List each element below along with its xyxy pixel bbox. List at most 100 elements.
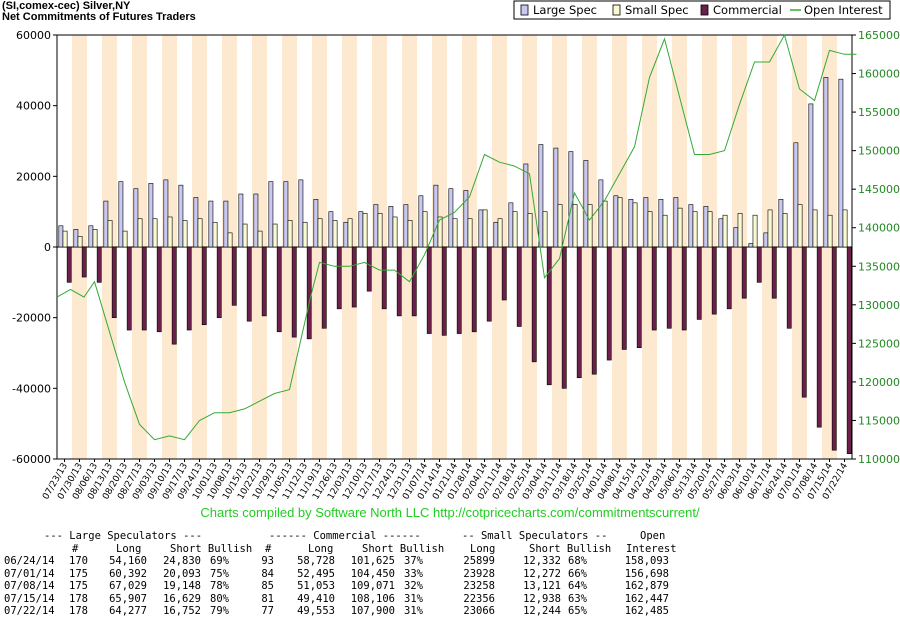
- cell-ls-long: 64,277: [109, 605, 147, 617]
- commercial-bar: [561, 246, 567, 389]
- small-spec-bar: [782, 213, 788, 248]
- large-spec-bar: [598, 179, 604, 248]
- large-spec-bar: [163, 179, 169, 248]
- small-spec-bar: [362, 213, 368, 248]
- large-spec-bar: [58, 225, 64, 248]
- cell-ls-short: 16,752: [163, 605, 201, 617]
- commercial-bar: [231, 246, 237, 306]
- small-spec-bar: [497, 218, 503, 248]
- commercial-bar: [336, 246, 342, 310]
- large-spec-bar: [208, 200, 214, 248]
- small-spec-bar: [707, 211, 713, 248]
- cell-ls-bull: 80%: [210, 592, 229, 605]
- small-spec-bar: [122, 230, 128, 248]
- right-tick-label: 130000: [858, 299, 900, 312]
- large-spec-bar: [328, 211, 334, 248]
- small-spec-bar: [482, 209, 488, 248]
- cell-date: 07/15/14: [4, 592, 55, 605]
- small-spec-bar: [347, 218, 353, 248]
- commercial-bar: [696, 246, 702, 320]
- cell-ls-bull: 75%: [210, 567, 229, 580]
- cell-ls-short: 16,629: [163, 592, 201, 605]
- small-spec-bar: [242, 223, 248, 248]
- small-spec-bar: [542, 211, 548, 248]
- small-spec-bar: [437, 216, 443, 248]
- cell-ss-long: 22356: [463, 592, 495, 605]
- large-spec-bar: [118, 181, 124, 248]
- cell-ss-bull: 64%: [568, 580, 587, 592]
- header-commercial: ------ Commercial ------: [269, 530, 421, 542]
- cell-c-bull: 33%: [404, 567, 423, 580]
- left-tick-label: -60000: [12, 453, 51, 466]
- small-spec-bar: [227, 232, 233, 248]
- large-spec-bar: [793, 142, 799, 248]
- header-open: Open: [640, 530, 666, 542]
- right-tick-label: 145000: [858, 183, 900, 196]
- small-spec-bar: [152, 218, 158, 248]
- left-tick-label: 40000: [16, 100, 51, 113]
- commercial-bar: [651, 246, 657, 331]
- commercial-bar: [486, 246, 492, 322]
- commercial-bar: [546, 246, 552, 386]
- commercial-bar: [531, 246, 537, 363]
- commercial-bar: [801, 246, 807, 398]
- commercial-bar: [426, 246, 432, 334]
- small-spec-bar: [632, 202, 638, 248]
- cell-ss-long: 23066: [463, 605, 495, 617]
- cell-c-n: 77: [261, 605, 274, 617]
- small-spec-bar: [197, 218, 203, 248]
- commercial-bar: [786, 246, 792, 329]
- right-tick-label: 135000: [858, 260, 900, 273]
- commercial-bar: [381, 246, 387, 310]
- cell-date: 07/22/14: [4, 605, 55, 617]
- right-tick-label: 140000: [858, 222, 900, 235]
- small-spec-bar: [137, 218, 143, 248]
- commercial-bar: [711, 246, 717, 315]
- cell-ls-short: 24,830: [163, 555, 201, 567]
- small-spec-bar: [602, 200, 608, 248]
- commercial-bar: [126, 246, 132, 331]
- commercial-bar: [141, 246, 147, 331]
- commercial-bar: [681, 246, 687, 331]
- commercial-bar: [96, 246, 102, 283]
- small-spec-bar: [662, 214, 668, 248]
- cell-c-long: 49,553: [297, 605, 335, 617]
- commercial-bar: [831, 246, 837, 451]
- commercial-bar: [576, 246, 582, 379]
- legend-commercial-swatch: [700, 4, 709, 16]
- commercial-bar: [291, 246, 297, 338]
- cell-date: 06/24/14: [4, 555, 55, 567]
- cell-c-n: 93: [261, 555, 274, 567]
- large-spec-bar: [643, 197, 649, 248]
- right-tick-label: 165000: [858, 29, 900, 42]
- legend-open-interest-label: Open Interest: [804, 3, 883, 17]
- cell-c-n: 84: [261, 567, 274, 580]
- small-spec-bar: [317, 218, 323, 248]
- cell-ls-short: 19,148: [163, 580, 201, 592]
- small-spec-bar: [512, 211, 518, 248]
- large-spec-bar: [133, 188, 139, 248]
- commercial-bar: [636, 246, 642, 348]
- legend-small-spec-swatch: [612, 4, 621, 16]
- large-spec-bar: [733, 227, 739, 248]
- cell-c-n: 81: [261, 592, 274, 605]
- cell-c-long: 58,728: [297, 555, 335, 567]
- cell-date: 07/08/14: [4, 580, 55, 592]
- header-small-spec: -- Small Speculators --: [462, 530, 608, 542]
- small-spec-bar: [572, 204, 578, 248]
- commercial-bar: [186, 246, 192, 331]
- large-spec-bar: [238, 193, 244, 248]
- commercial-bar: [111, 246, 117, 318]
- cell-c-bull: 31%: [404, 592, 423, 605]
- right-tick-label: 160000: [858, 68, 900, 81]
- left-tick-label: 60000: [16, 29, 51, 42]
- commercial-bar: [201, 246, 207, 326]
- small-spec-bar: [272, 223, 278, 248]
- small-spec-bar: [182, 220, 188, 248]
- small-spec-bar: [812, 209, 818, 248]
- right-tick-label: 155000: [858, 106, 900, 119]
- commercial-bar: [396, 246, 402, 317]
- large-spec-bar: [613, 195, 619, 248]
- cell-c-long: 49,410: [297, 592, 335, 605]
- small-spec-bar: [767, 209, 773, 248]
